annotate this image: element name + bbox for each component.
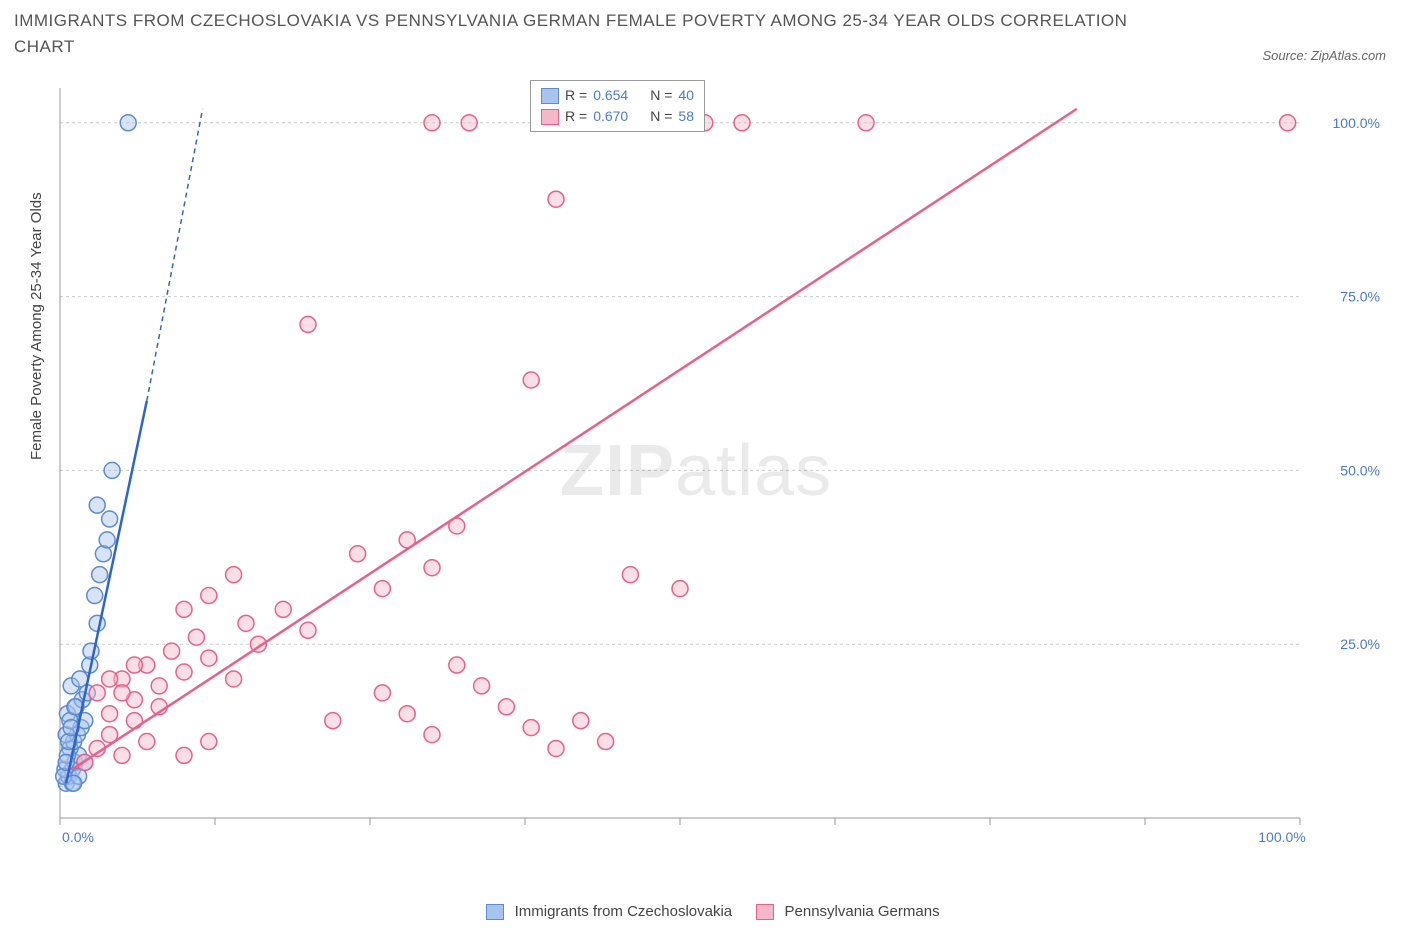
swatch-icon: [486, 904, 504, 920]
chart-title: IMMIGRANTS FROM CZECHOSLOVAKIA VS PENNSY…: [14, 8, 1134, 59]
swatch-icon: [541, 88, 559, 104]
stats-legend: R = 0.654 N = 40 R = 0.670 N = 58: [530, 80, 705, 132]
n-value-1: 58: [678, 106, 694, 127]
svg-text:0.0%: 0.0%: [62, 829, 94, 845]
n-label: N =: [650, 106, 672, 127]
legend-label-1: Pennsylvania Germans: [785, 903, 940, 920]
scatter-plot: 25.0% 50.0% 75.0% 100.0% 0.0% 100.0%: [50, 78, 1390, 868]
swatch-icon: [541, 109, 559, 125]
n-label: N =: [650, 85, 672, 106]
r-value-0: 0.654: [593, 85, 628, 106]
r-label: R =: [565, 106, 587, 127]
r-label: R =: [565, 85, 587, 106]
n-value-0: 40: [678, 85, 694, 106]
legend-label-0: Immigrants from Czechoslovakia: [515, 903, 733, 920]
svg-text:50.0%: 50.0%: [1340, 462, 1380, 478]
svg-text:100.0%: 100.0%: [1333, 115, 1380, 131]
legend-row-series-0: R = 0.654 N = 40: [541, 85, 694, 106]
swatch-icon: [756, 904, 774, 920]
legend-row-series-1: R = 0.670 N = 58: [541, 106, 694, 127]
svg-text:100.0%: 100.0%: [1258, 829, 1305, 845]
svg-text:25.0%: 25.0%: [1340, 636, 1380, 652]
source-label: Source: ZipAtlas.com: [1262, 48, 1386, 63]
svg-text:75.0%: 75.0%: [1340, 289, 1380, 305]
bottom-legend: Immigrants from Czechoslovakia Pennsylva…: [0, 903, 1406, 920]
y-axis-label: Female Poverty Among 25-34 Year Olds: [28, 192, 45, 460]
r-value-1: 0.670: [593, 106, 628, 127]
